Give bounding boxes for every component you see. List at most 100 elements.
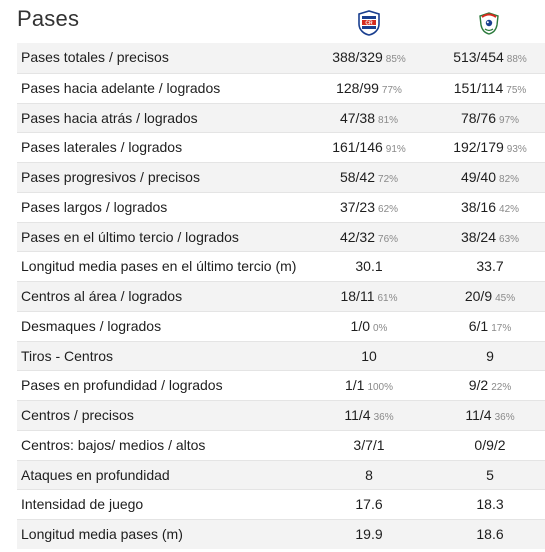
stat-row: Pases totales / precisos 388/329 85% 513/45…: [17, 43, 545, 73]
away-value: 20/9 45%: [440, 288, 540, 304]
stat-row: Longitud media pases (m) 19.9 18.6: [17, 519, 545, 549]
away-stat: 20/9: [464, 288, 493, 304]
stat-label: Intensidad de juego: [21, 496, 144, 513]
home-stat: 19.9: [355, 526, 383, 542]
home-value: 128/99 77%: [319, 80, 419, 96]
away-stat: 18.3: [476, 496, 504, 513]
stat-row: Centros / precisos 11/4 36% 11/4 36%: [17, 400, 545, 430]
panama-crest-icon: [479, 12, 499, 35]
home-value: 17.6: [319, 496, 419, 512]
home-stat: 42/32: [339, 228, 376, 245]
home-value: 10: [319, 348, 419, 364]
home-percent: 62%: [378, 203, 399, 215]
stat-row: Pases laterales / logrados 161/146 91% 192/…: [17, 132, 545, 162]
home-value: 58/42 72%: [319, 169, 419, 185]
stat-row: Pases en el último tercio / logrados 42/3…: [17, 221, 545, 252]
away-value: 6/1 17%: [440, 318, 540, 334]
stat-row: Pases progresivos / precisos 58/42 72% 49/4…: [17, 162, 545, 192]
home-percent: 36%: [373, 412, 394, 423]
stat-row: Desmaques / logrados 1/0 0% 6/1 17%: [17, 310, 545, 341]
away-value: 513/454 88%: [440, 49, 540, 65]
away-value: 78/76 97%: [440, 110, 540, 126]
panel-header: Pases CR: [0, 0, 545, 41]
home-percent: 91%: [385, 144, 406, 156]
stat-row: Centros al área / logrados 18/11 61% 20/9 45…: [17, 281, 545, 311]
home-percent: 85%: [385, 54, 406, 65]
home-stat: 388/329: [332, 49, 383, 65]
away-value: 38/16 42%: [440, 199, 540, 215]
away-percent: 88%: [506, 54, 527, 65]
away-stat: 513/454: [453, 49, 504, 65]
stat-label: Pases hacia adelante / logrados: [21, 79, 221, 96]
away-stat: 0/9/2: [474, 436, 506, 453]
stat-label: Longitud media pases (m): [21, 526, 183, 542]
away-percent: 82%: [499, 174, 520, 185]
home-value: 11/4 36%: [319, 407, 419, 423]
stat-row: Pases largos / logrados 37/23 62% 38/16 42%: [17, 191, 545, 222]
home-value: 30.1: [319, 258, 419, 274]
home-stat: 161/146: [332, 139, 383, 156]
home-value: 19.9: [319, 526, 419, 542]
svg-text:CR: CR: [365, 21, 373, 27]
away-stat: 192/179: [453, 139, 504, 156]
stat-row: Pases hacia atrás / logrados 47/38 81% 78/7…: [17, 102, 545, 133]
away-value: 192/179 93%: [440, 139, 540, 155]
away-stat: 6/1: [468, 317, 489, 334]
away-stat: 49/40: [460, 169, 497, 185]
home-percent: 76%: [378, 233, 399, 245]
stats-table: Pases totales / precisos 388/329 85% 513/45…: [17, 43, 545, 549]
stat-label: Centros al área / logrados: [21, 288, 183, 304]
away-stat: 18.6: [476, 526, 504, 542]
away-stat: 5: [486, 466, 494, 483]
away-value: 151/114 75%: [440, 80, 540, 96]
home-stat: 47/38: [339, 109, 376, 126]
home-value: 47/38 81%: [319, 110, 419, 126]
away-percent: 36%: [494, 412, 515, 423]
stat-row: Pases hacia adelante / logrados 128/99 77%…: [17, 72, 545, 103]
away-value: 18.6: [440, 526, 540, 542]
home-stat: 3/7/1: [353, 436, 385, 453]
home-value: 37/23 62%: [319, 199, 419, 215]
away-stat: 151/114: [453, 79, 504, 96]
away-stat: 38/24: [460, 228, 497, 245]
home-stat: 10: [361, 347, 377, 364]
away-percent: 42%: [499, 203, 520, 215]
stat-row: Longitud media pases en el último tercio…: [17, 251, 545, 281]
stat-label: Longitud media pases en el último tercio…: [21, 258, 297, 275]
home-value: 161/146 91%: [319, 139, 419, 155]
away-percent: 63%: [499, 233, 520, 245]
away-stat: 38/16: [460, 198, 497, 215]
home-value: 42/32 76%: [319, 229, 419, 245]
away-value: 11/4 36%: [440, 407, 540, 423]
stat-label: Pases totales / precisos: [21, 49, 169, 65]
home-stat: 17.6: [355, 496, 383, 513]
away-stat: 33.7: [476, 258, 504, 275]
stat-row: Ataques en profundidad 8 5: [17, 459, 545, 490]
away-value: 18.3: [440, 496, 540, 512]
away-percent: 97%: [499, 114, 520, 126]
stat-label: Desmaques / logrados: [21, 317, 162, 334]
home-value: 1/0 0%: [319, 318, 419, 334]
stat-label: Pases en el último tercio / logrados: [21, 228, 239, 245]
stat-row: Pases en profundidad / logrados 1/1 100% 9/…: [17, 370, 545, 400]
away-percent: 93%: [506, 144, 527, 156]
stat-label: Tiros - Centros: [21, 347, 114, 364]
away-percent: 17%: [491, 322, 512, 334]
home-percent: 81%: [378, 114, 399, 126]
home-stat: 37/23: [339, 198, 376, 215]
home-percent: 100%: [367, 382, 394, 394]
away-stat: 78/76: [460, 109, 497, 126]
home-stat: 11/4: [344, 407, 371, 423]
away-percent: 45%: [495, 293, 516, 304]
away-stat: 11/4: [465, 407, 492, 423]
away-value: 5: [440, 467, 540, 483]
away-percent: 22%: [491, 382, 512, 394]
home-percent: 77%: [381, 84, 402, 96]
away-percent: 75%: [506, 84, 527, 96]
stat-label: Centros: bajos/ medios / altos: [21, 436, 206, 453]
home-value: 3/7/1: [319, 437, 419, 453]
home-percent: 0%: [373, 322, 388, 334]
home-value: 388/329 85%: [319, 49, 419, 65]
stat-label: Pases largos / logrados: [21, 198, 168, 215]
